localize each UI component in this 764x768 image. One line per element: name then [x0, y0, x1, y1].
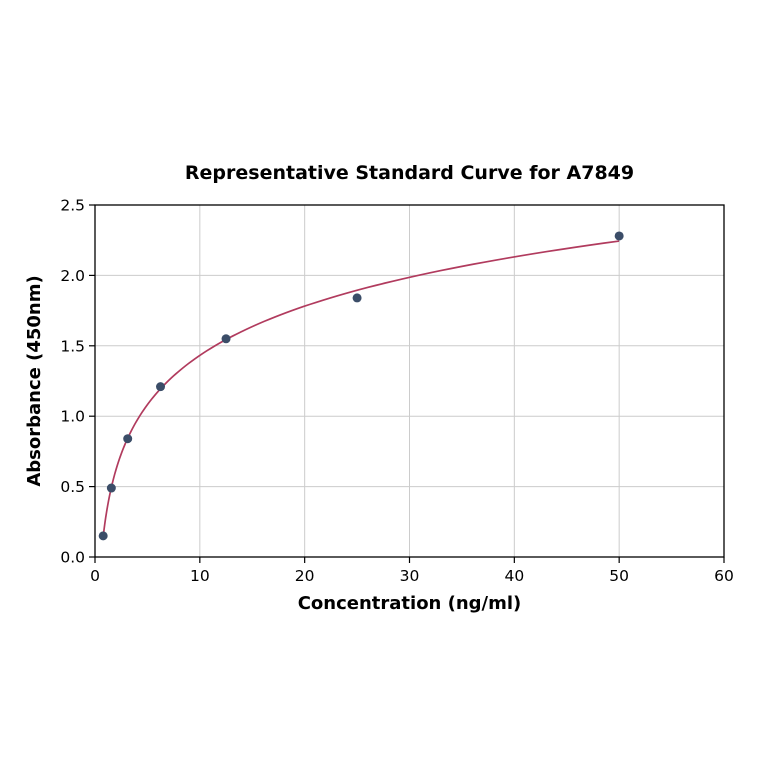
x-tick-label: 60	[714, 567, 734, 585]
fit-curve	[102, 240, 620, 537]
x-tick-label: 50	[609, 567, 629, 585]
data-points	[98, 231, 624, 541]
chart-title: Representative Standard Curve for A7849	[185, 162, 634, 184]
y-axis-label: Absorbance (450nm)	[24, 275, 45, 486]
data-point	[106, 483, 116, 493]
x-tick-label: 0	[90, 567, 100, 585]
data-point	[123, 434, 133, 444]
data-point	[156, 382, 166, 392]
plot-border	[94, 204, 725, 558]
data-point	[98, 531, 108, 541]
x-tick-label: 30	[400, 567, 420, 585]
x-axis-label: Concentration (ng/ml)	[298, 593, 522, 614]
y-tick-label: 2.0	[60, 267, 85, 285]
y-tick-label: 2.5	[60, 197, 85, 215]
data-point	[352, 293, 362, 303]
y-tick-label: 0.5	[60, 478, 85, 496]
gridlines	[94, 204, 725, 558]
x-tick-label: 10	[190, 567, 210, 585]
y-tick-label: 0.0	[60, 549, 85, 567]
data-point	[221, 334, 231, 344]
x-tick-label: 20	[295, 567, 315, 585]
x-tick-label: 40	[504, 567, 524, 585]
axis-ticks: 0 10 20 30 40 50 60 0.0 0.5 1.0 1.5 2.0 2.5	[60, 197, 734, 586]
y-tick-label: 1.0	[60, 408, 85, 426]
y-tick-label: 1.5	[60, 337, 85, 355]
data-point	[614, 231, 624, 241]
